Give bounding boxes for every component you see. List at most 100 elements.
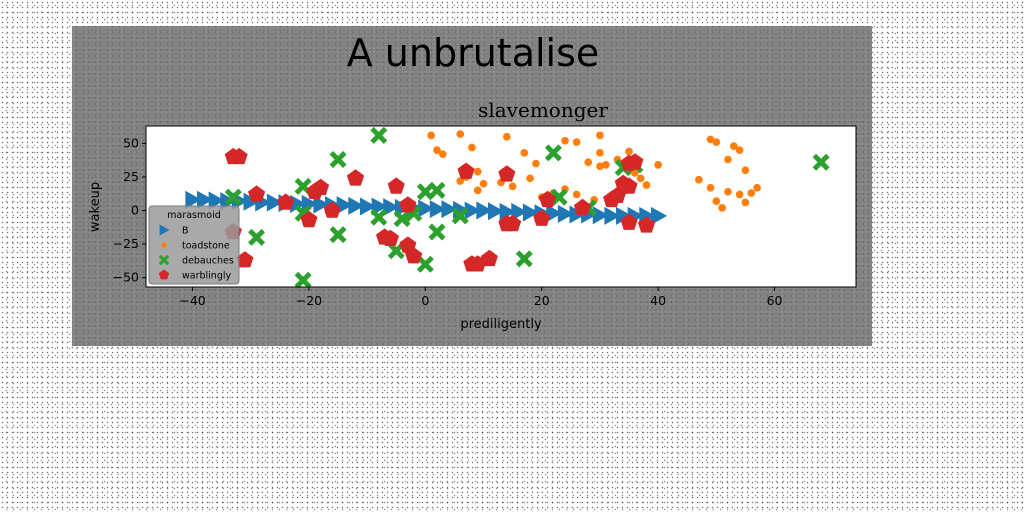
data-point (706, 183, 715, 192)
data-point (636, 174, 645, 183)
data-point (741, 198, 750, 207)
x-tick-label: 40 (650, 293, 666, 308)
y-axis: −50 −25 0 25 50 (113, 135, 146, 285)
data-point (616, 206, 633, 225)
data-point (277, 193, 295, 210)
data-point (294, 271, 312, 289)
y-tick-label: 25 (123, 169, 139, 184)
y-tick-label: 50 (123, 135, 139, 150)
data-point (387, 177, 405, 194)
data-point (637, 216, 656, 233)
y-tick-label: −25 (113, 236, 139, 251)
data-point (592, 206, 609, 225)
data-point (487, 202, 505, 221)
data-point (381, 229, 399, 246)
data-point (584, 158, 593, 167)
data-point (248, 228, 266, 246)
data-point (346, 169, 365, 186)
data-point (747, 189, 756, 197)
data-point (243, 192, 260, 211)
data-point (498, 165, 516, 182)
data-point (336, 196, 353, 215)
data-point (729, 142, 738, 150)
data-point (323, 201, 341, 218)
y-axis-label: wakeup (88, 182, 103, 232)
x-tick-label: 0 (421, 293, 429, 308)
data-point (456, 177, 465, 185)
data-point (457, 162, 475, 179)
data-point (724, 187, 732, 196)
data-point (456, 130, 465, 138)
legend-entry: B (182, 226, 189, 237)
data-point (208, 191, 225, 210)
data-point (533, 209, 551, 226)
data-point (473, 186, 482, 195)
data-point (196, 190, 214, 209)
data-point (735, 146, 744, 154)
data-point (539, 190, 557, 208)
data-point (300, 210, 318, 228)
data-point (230, 147, 248, 165)
data-point (405, 247, 423, 264)
data-point (712, 138, 721, 146)
data-point (557, 204, 575, 223)
data-point (695, 175, 703, 184)
legend-marker (158, 254, 170, 266)
data-point (479, 179, 488, 188)
x-tick-label: −20 (296, 293, 322, 308)
data-point (416, 255, 434, 273)
data-point (812, 153, 830, 171)
legend-marker (161, 242, 167, 248)
data-point (370, 208, 388, 226)
data-point (428, 181, 446, 199)
legend-entry: warblingly (182, 271, 231, 282)
data-point (224, 188, 242, 206)
legend-marker (158, 269, 170, 280)
data-point (561, 136, 569, 145)
data-point (712, 197, 721, 205)
data-point (511, 202, 528, 221)
data-point (451, 207, 469, 225)
y-tick-label: −50 (113, 270, 139, 285)
data-point (601, 161, 610, 169)
x-tick-label: 60 (767, 293, 783, 308)
data-point (427, 131, 436, 140)
chart-suptitle: A unbrutalise (347, 31, 600, 75)
data-point (429, 200, 446, 219)
data-point (236, 251, 254, 268)
x-axis-label: prediligently (460, 317, 542, 332)
data-point (604, 206, 621, 225)
data-point (544, 144, 562, 162)
data-point (596, 148, 604, 157)
data-point (572, 138, 581, 146)
data-point (313, 195, 330, 214)
data-point (248, 185, 266, 202)
data-point (620, 213, 638, 230)
data-point (464, 201, 481, 220)
data-point (753, 183, 761, 192)
legend-box (148, 205, 240, 285)
data-point (741, 166, 750, 175)
data-point (631, 169, 639, 177)
data-point (654, 161, 662, 169)
data-point (502, 132, 511, 141)
data-point (428, 223, 446, 241)
legend-entry: debauches (182, 256, 234, 267)
data-point (383, 198, 400, 217)
series-warblingly (224, 147, 656, 272)
data-point (329, 151, 347, 169)
x-tick-label: 20 (534, 293, 550, 308)
data-point (329, 226, 347, 244)
data-point (626, 153, 644, 170)
data-point (348, 196, 365, 215)
data-point (526, 174, 534, 183)
data-point (312, 178, 330, 195)
data-point (724, 155, 732, 164)
data-point (573, 198, 591, 216)
data-point (572, 190, 581, 199)
data-point (596, 131, 604, 140)
x-tick-label: −40 (179, 293, 205, 308)
data-point (706, 135, 715, 144)
legend-title: marasmoid (167, 210, 221, 221)
